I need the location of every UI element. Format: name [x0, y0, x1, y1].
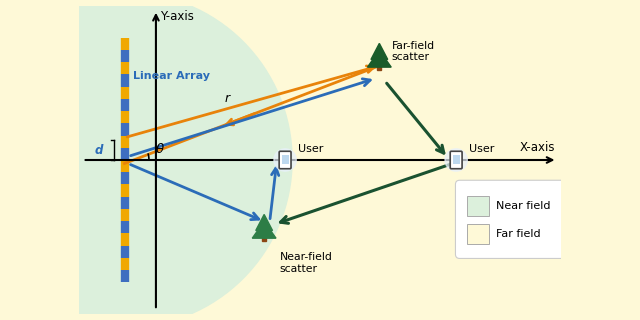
Text: Near field: Near field [496, 201, 550, 211]
Text: Far field: Far field [496, 229, 541, 239]
FancyBboxPatch shape [279, 151, 291, 169]
Circle shape [445, 149, 467, 171]
Polygon shape [262, 237, 266, 241]
Text: Y-axis: Y-axis [160, 10, 194, 23]
FancyBboxPatch shape [450, 151, 462, 169]
Bar [282, 155, 289, 164]
Polygon shape [367, 50, 391, 67]
Bar [467, 224, 489, 244]
Text: User: User [298, 144, 323, 154]
Text: X-axis: X-axis [520, 141, 556, 155]
Text: r: r [225, 92, 230, 105]
Polygon shape [256, 214, 273, 230]
Text: θ: θ [156, 143, 164, 156]
Text: d: d [95, 144, 103, 157]
Text: User: User [468, 144, 494, 154]
Polygon shape [252, 221, 276, 238]
Circle shape [0, 0, 292, 320]
Text: Linear Array: Linear Array [133, 71, 210, 81]
FancyBboxPatch shape [456, 180, 572, 259]
Circle shape [274, 149, 296, 171]
Text: Near-field
scatter: Near-field scatter [280, 252, 332, 274]
Polygon shape [377, 66, 381, 70]
Text: Far-field
scatter: Far-field scatter [392, 41, 435, 62]
Bar [467, 196, 489, 216]
Bar [452, 155, 460, 164]
Polygon shape [371, 44, 388, 60]
